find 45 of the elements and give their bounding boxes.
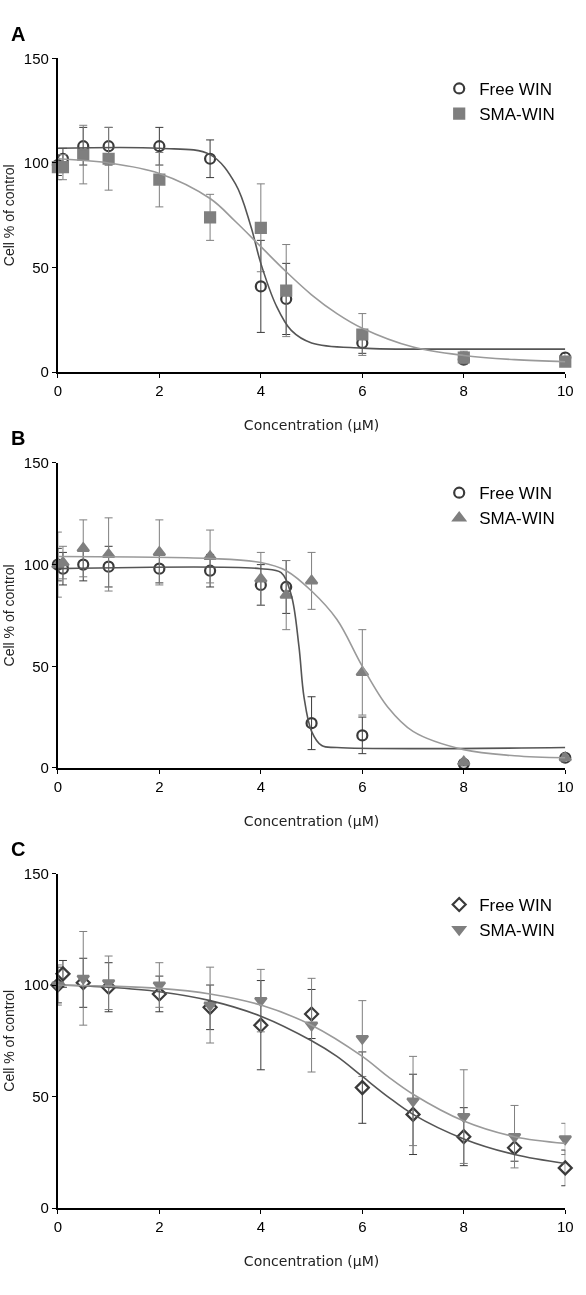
x-tick-label: 10 xyxy=(556,1218,574,1236)
y-axis-title: Cell % of control xyxy=(0,164,17,267)
legend-label: SMA-WIN xyxy=(479,921,555,941)
y-tick-label: 100 xyxy=(23,976,49,994)
y-axis-title: Cell % of control xyxy=(0,989,17,1092)
x-axis-title: Concentration (μM) xyxy=(243,1252,380,1269)
y-tick-label: 50 xyxy=(32,657,49,675)
x-tick-label: 2 xyxy=(155,777,164,795)
legend-label: Free WIN xyxy=(479,484,552,504)
x-axis-title: Concentration (μM) xyxy=(243,416,380,433)
x-tick-label: 6 xyxy=(358,1218,367,1236)
x-tick-label: 4 xyxy=(256,382,266,400)
y-tick-label: 150 xyxy=(23,49,49,67)
legend-label: Free WIN xyxy=(479,80,552,100)
x-tick-label: 0 xyxy=(53,777,63,795)
chart-title: B xyxy=(11,427,26,449)
x-tick-label: 10 xyxy=(556,777,574,795)
x-tick-label: 2 xyxy=(155,382,164,400)
y-tick-label: 0 xyxy=(40,1199,49,1217)
y-tick-label: 0 xyxy=(40,759,49,777)
y-axis-title: Cell % of control xyxy=(0,564,17,667)
x-tick-label: 0 xyxy=(53,1218,63,1236)
x-tick-label: 10 xyxy=(556,382,574,400)
x-tick-label: 2 xyxy=(155,1218,164,1236)
y-tick-label: 0 xyxy=(40,363,49,381)
x-tick-label: 8 xyxy=(459,382,468,400)
legend-label: SMA-WIN xyxy=(479,509,555,529)
y-tick-label: 50 xyxy=(32,1087,49,1105)
chart-title: C xyxy=(11,838,26,860)
x-tick-label: 6 xyxy=(358,382,367,400)
y-tick-label: 150 xyxy=(23,864,49,882)
y-tick-label: 150 xyxy=(23,454,49,472)
x-tick-label: 8 xyxy=(459,1218,468,1236)
x-tick-label: 4 xyxy=(256,777,266,795)
x-tick-label: 0 xyxy=(53,382,63,400)
x-tick-label: 6 xyxy=(358,777,367,795)
chart-title: A xyxy=(11,23,26,45)
x-axis-title: Concentration (μM) xyxy=(243,812,380,829)
legend-label: Free WIN xyxy=(479,896,552,916)
x-tick-label: 4 xyxy=(256,1218,266,1236)
x-tick-label: 8 xyxy=(459,777,468,795)
legend-label: SMA-WIN xyxy=(479,105,555,125)
y-tick-label: 100 xyxy=(23,555,49,573)
y-tick-label: 100 xyxy=(23,154,49,172)
y-tick-label: 50 xyxy=(32,258,49,276)
